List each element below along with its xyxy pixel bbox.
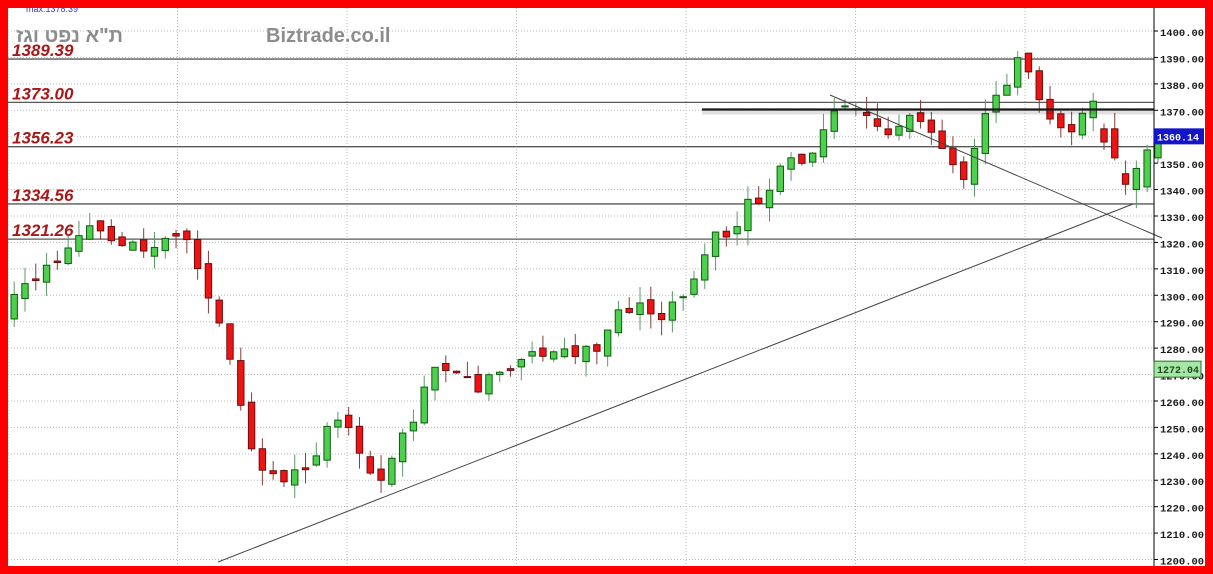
svg-text:1400.00: 1400.00 — [1160, 28, 1204, 40]
svg-text:1370.00: 1370.00 — [1160, 107, 1204, 119]
svg-text:1230.00: 1230.00 — [1160, 477, 1204, 489]
svg-text:1200.00: 1200.00 — [1160, 557, 1204, 566]
svg-text:1260.00: 1260.00 — [1160, 398, 1204, 410]
svg-text:1321.26: 1321.26 — [12, 221, 74, 240]
svg-text:1380.00: 1380.00 — [1160, 81, 1204, 93]
svg-text:1390.00: 1390.00 — [1160, 54, 1204, 66]
svg-text:1356.23: 1356.23 — [12, 129, 74, 148]
svg-text:1340.00: 1340.00 — [1160, 187, 1204, 199]
svg-text:1272.04: 1272.04 — [1157, 366, 1199, 377]
svg-text:1290.00: 1290.00 — [1160, 319, 1204, 331]
svg-text:1360.14: 1360.14 — [1157, 133, 1199, 144]
svg-text:1350.00: 1350.00 — [1160, 160, 1204, 172]
svg-text:Biztrade.co.il: Biztrade.co.il — [266, 25, 390, 47]
svg-text:1210.00: 1210.00 — [1160, 530, 1204, 542]
svg-text:1334.56: 1334.56 — [12, 186, 74, 205]
svg-text:1330.00: 1330.00 — [1160, 213, 1204, 225]
svg-text:1280.00: 1280.00 — [1160, 345, 1204, 357]
svg-text:1220.00: 1220.00 — [1160, 504, 1204, 516]
svg-text:1373.00: 1373.00 — [12, 84, 74, 103]
svg-text:max:1378.39: max:1378.39 — [26, 8, 78, 14]
svg-text:1300.00: 1300.00 — [1160, 292, 1204, 304]
svg-text:1310.00: 1310.00 — [1160, 266, 1204, 278]
svg-text:1240.00: 1240.00 — [1160, 451, 1204, 463]
svg-text:1389.39: 1389.39 — [12, 41, 74, 60]
svg-text:1320.00: 1320.00 — [1160, 239, 1204, 251]
svg-text:1250.00: 1250.00 — [1160, 424, 1204, 436]
